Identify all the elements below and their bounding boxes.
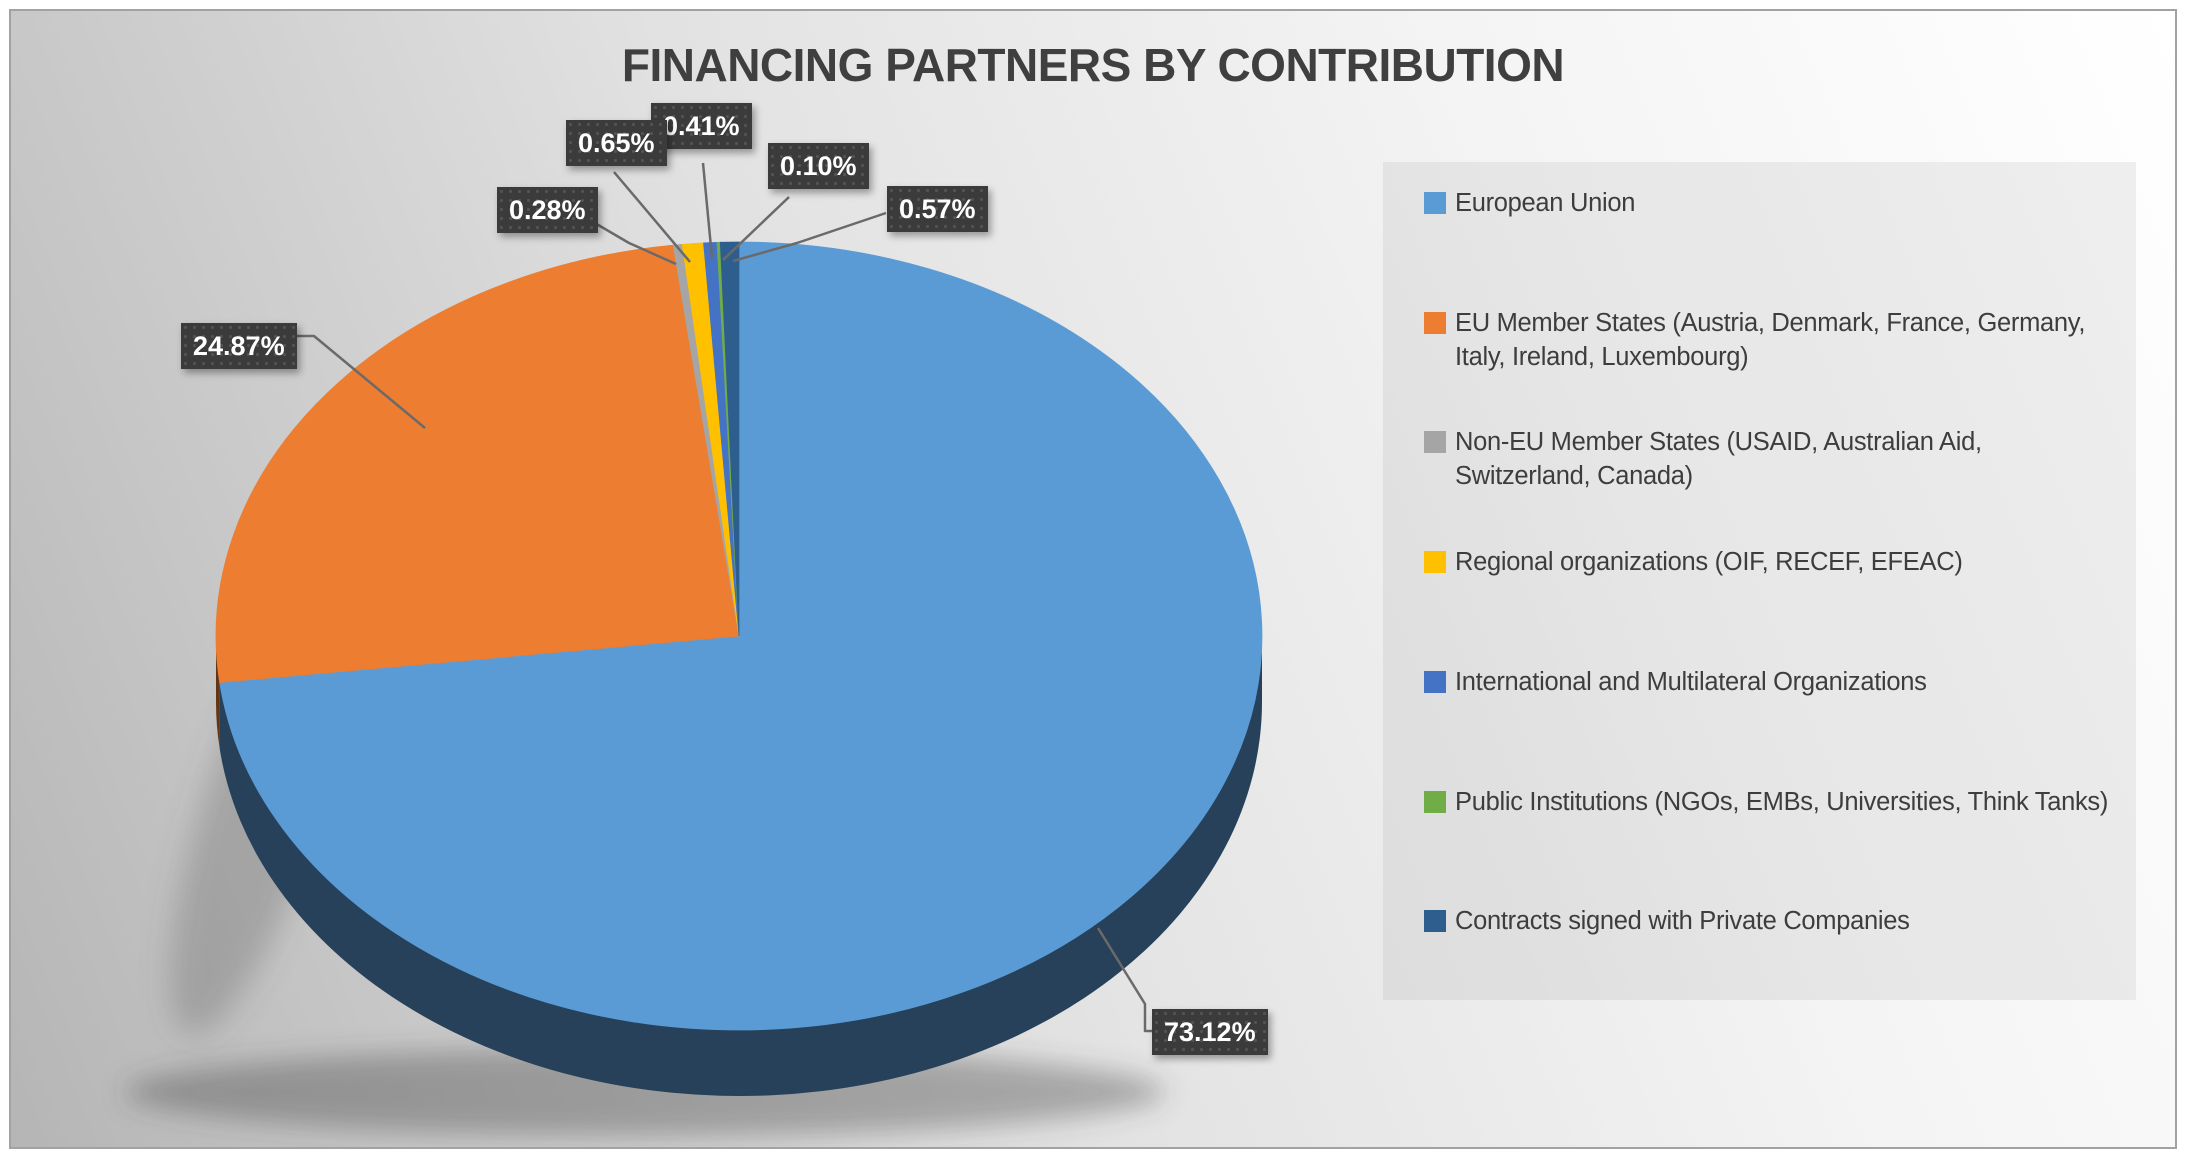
legend-item-4: International and Multilateral Organizat… [1424, 665, 2114, 699]
leader-line-2 [722, 196, 790, 261]
legend-label: Contracts signed with Private Companies [1455, 907, 1910, 936]
legend-label: Public Institutions (NGOs, EMBs, Univers… [1455, 787, 2109, 816]
legend-swatch-icon [1424, 192, 1446, 214]
pie-slice-6 [719, 241, 740, 637]
leader-line-0 [613, 171, 691, 263]
chart-title: FINANCING PARTNERS BY CONTRIBUTION [621, 39, 1565, 91]
data-label-public-institutions: 0.10% [768, 143, 869, 189]
chart-frame: FINANCING PARTNERS BY CONTRIBUTION 0.65%… [9, 9, 2177, 1149]
data-label-regional-organizations: 0.65% [566, 120, 667, 166]
legend-label: International and Multilateral Organizat… [1455, 667, 1927, 696]
legend-swatch-icon [1424, 311, 1446, 334]
data-label-private-companies: 0.57% [887, 186, 988, 232]
legend-item-5: Public Institutions (NGOs, EMBs, Univers… [1424, 785, 2114, 819]
legend-item-1: EU Member States (Austria, Denmark, Fran… [1424, 306, 2114, 374]
legend-swatch-icon [1424, 431, 1446, 454]
leader-line-6 [1096, 927, 1156, 1033]
legend-label: Non-EU Member States (USAID, Australian … [1455, 428, 1982, 491]
leader-line-1 [701, 162, 714, 259]
pie-slice-1 [215, 244, 740, 683]
legend: European Union EU Member States (Austria,… [1383, 162, 2136, 1000]
legend-item-3: Regional organizations (OIF, RECEF, EFEA… [1424, 545, 2114, 579]
legend-swatch-icon [1424, 551, 1446, 574]
legend-label: Regional organizations (OIF, RECEF, EFEA… [1455, 548, 1963, 577]
legend-label: EU Member States (Austria, Denmark, Fran… [1455, 308, 2086, 371]
legend-swatch-icon [1424, 790, 1446, 813]
legend-swatch-icon [1424, 910, 1446, 933]
data-label-european-union: 73.12% [1152, 1009, 1268, 1055]
legend-item-6: Contracts signed with Private Companies [1424, 904, 2114, 938]
data-label-international-multilateral: 0.41% [651, 103, 752, 149]
pie-3d-plot [125, 162, 1263, 1136]
pie-slice-wall-1 [216, 636, 220, 749]
legend-item-0: European Union [1424, 186, 2114, 220]
legend-label: European Union [1455, 189, 1636, 217]
leader-line-4 [587, 217, 677, 266]
leader-line-5 [291, 334, 426, 429]
legend-swatch-icon [1424, 670, 1446, 693]
pie-slice-wall-0 [219, 636, 1262, 1096]
pie-slice-0 [219, 241, 1263, 1031]
leader-line-3 [732, 211, 887, 263]
legend-item-2: Non-EU Member States (USAID, Australian … [1424, 425, 2114, 493]
data-label-non-eu-member-states: 0.28% [497, 187, 598, 233]
chart-area: FINANCING PARTNERS BY CONTRIBUTION 0.65%… [11, 11, 2175, 1147]
data-label-eu-member-states: 24.87% [181, 323, 297, 369]
